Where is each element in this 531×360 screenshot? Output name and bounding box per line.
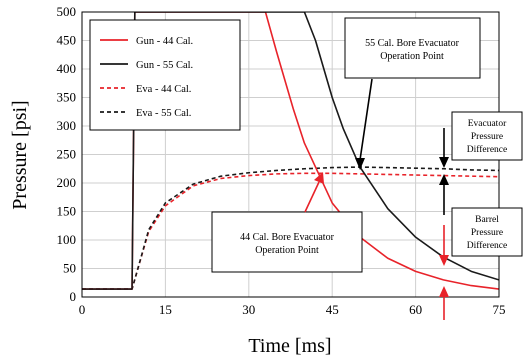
series-line-eva-44-cal <box>82 172 499 290</box>
evap-diff-lower-arrowhead <box>439 174 449 185</box>
y-tick-label-450: 450 <box>57 33 77 48</box>
y-tick-label-300: 300 <box>57 118 77 133</box>
series-line-gun-55-cal <box>82 12 499 290</box>
y-tick-label-50: 50 <box>63 261 76 276</box>
y-tick-label-100: 100 <box>57 232 77 247</box>
annotation-op44: 44 Cal. Bore Evacuator Operation Point <box>211 172 363 273</box>
y-axis-title: Pressure [psi] <box>9 100 31 209</box>
op55-arrow-line <box>359 78 373 161</box>
x-tick-label-0: 0 <box>79 302 86 317</box>
evap-diff-upper-arrowhead <box>439 157 449 168</box>
op44-arrow-line <box>304 181 320 213</box>
y-tick-label-200: 200 <box>57 175 77 190</box>
x-tick-label-15: 15 <box>159 302 172 317</box>
barrel-diff-lower-arrowhead <box>439 286 449 297</box>
op55-arrowhead <box>355 158 365 170</box>
legend-label-eva-44: Eva - 44 Cal. <box>136 84 191 95</box>
op55-box <box>344 17 481 79</box>
y-tick-label-400: 400 <box>57 61 77 76</box>
barrel-diff-line3: Difference <box>467 240 507 251</box>
legend-label-eva-55: Eva - 55 Cal. <box>136 108 191 119</box>
x-tick-label-45: 45 <box>326 302 339 317</box>
series-line-gun-44-cal <box>82 12 499 290</box>
series-group <box>82 12 499 290</box>
evap-diff-line2: Pressure <box>471 132 503 142</box>
op44-text-line2: Operation Point <box>255 245 319 256</box>
x-axis-title: Time [ms] <box>248 335 331 357</box>
annotation-barrel-diff: Barrel Pressure Difference <box>439 207 523 320</box>
legend: Gun - 44 Cal. Gun - 55 Cal. Eva - 44 Cal… <box>89 19 241 131</box>
x-tick-label-75: 75 <box>493 302 506 317</box>
barrel-diff-box <box>451 207 523 257</box>
legend-label-gun-55: Gun - 55 Cal. <box>136 60 193 71</box>
op44-text-line1: 44 Cal. Bore Evacuator <box>240 232 335 243</box>
tick-labels: 0 15 30 45 60 75 0 50 100 150 200 250 300 350 400 450 50… <box>57 4 506 317</box>
y-tick-label-0: 0 <box>70 289 77 304</box>
x-tick-label-30: 30 <box>242 302 255 317</box>
annotation-evap-diff: Evacuator Pressure Difference <box>439 111 523 215</box>
y-tick-label-500: 500 <box>57 4 77 19</box>
evap-diff-box <box>451 111 523 161</box>
barrel-diff-line1: Barrel <box>475 215 499 225</box>
y-tick-label-250: 250 <box>57 147 77 162</box>
legend-label-gun-44: Gun - 44 Cal. <box>136 36 193 47</box>
barrel-diff-upper-arrowhead <box>439 255 449 266</box>
annotation-op55: 55 Cal. Bore Evacuator Operation Point <box>344 17 481 170</box>
op55-text-line2: Operation Point <box>380 51 444 62</box>
evap-diff-line3: Difference <box>467 144 507 155</box>
barrel-diff-line2: Pressure <box>471 228 503 238</box>
op44-arrowhead <box>314 172 324 184</box>
y-tick-label-150: 150 <box>57 204 77 219</box>
op55-text-line1: 55 Cal. Bore Evacuator <box>365 38 460 49</box>
series-line-eva-55-cal <box>82 166 499 290</box>
evap-diff-line1: Evacuator <box>468 119 507 129</box>
op44-box <box>211 211 363 273</box>
y-tick-label-350: 350 <box>57 90 77 105</box>
x-tick-label-60: 60 <box>409 302 422 317</box>
